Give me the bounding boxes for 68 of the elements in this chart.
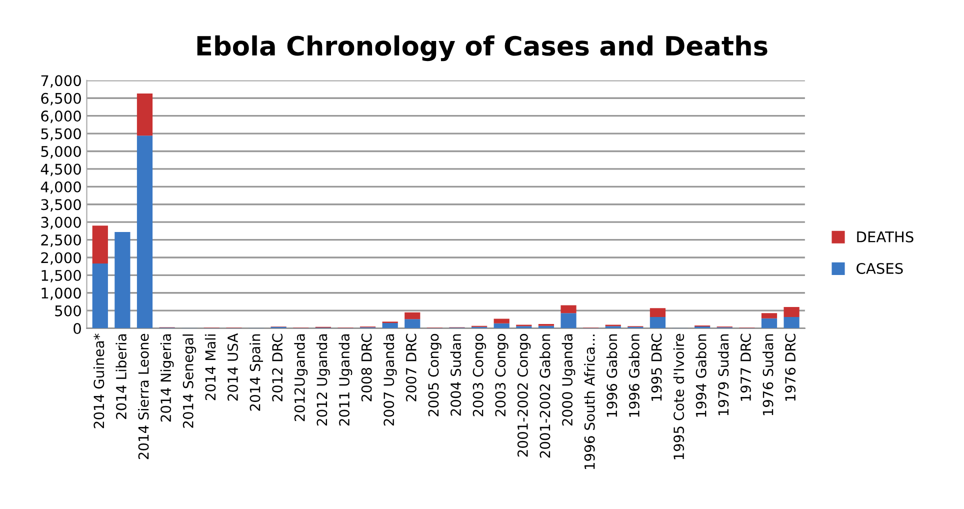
x-tick-label: 1994 Gabon [696, 334, 706, 417]
bar [650, 308, 666, 317]
legend-label: DEATHS [857, 231, 914, 242]
x-tick-label: 2012 Uganda [316, 334, 330, 426]
x-tick-label: 2007 Uganda [383, 334, 397, 426]
bar [494, 318, 510, 324]
y-tick-label: 1,500 [42, 270, 81, 282]
x-tick-label: 2014 Nigeria [160, 334, 174, 422]
bar [114, 232, 130, 328]
x-tick-label: 1977 DRC [740, 334, 751, 401]
x-tick-label: 1995 Cote d'Ivoire [673, 334, 684, 460]
bar [761, 313, 778, 318]
bar [650, 316, 666, 328]
x-tick-label: 2003 Congo [472, 334, 486, 416]
x-tick-label: 2001-2002 Gabon [539, 334, 550, 458]
x-tick-label: 1996 Gabon [606, 334, 618, 417]
bar [494, 323, 510, 328]
x-tick-label: 2001-2002 Congo [517, 334, 531, 457]
x-tick-label: 2014 Spain [250, 334, 263, 411]
y-tick-label: 2,000 [41, 252, 81, 265]
x-tick-label: 2011 Uganda [338, 334, 352, 426]
x-tick-label: 2014 Senegal [182, 334, 196, 428]
y-tick-label: 7,000 [41, 75, 81, 88]
bar [784, 307, 800, 317]
bar [404, 312, 420, 320]
x-tick-label: 2003 Congo [495, 334, 508, 416]
x-tick-label: 1995 DRC [651, 334, 662, 401]
x-tick-label: 2012Uganda [294, 334, 308, 422]
bar [560, 313, 576, 328]
y-tick-label: 500 [55, 305, 81, 316]
y-tick-label: 1,000 [42, 288, 81, 300]
x-tick-label: 1976 DRC [785, 334, 796, 401]
chart-title: Ebola Chronology of Cases and Deaths [197, 35, 768, 62]
y-tick-label: 5,500 [41, 128, 81, 141]
y-tick-label: 4,500 [40, 164, 81, 176]
x-tick-label: 1996 South Africa... [584, 334, 595, 470]
y-tick-label: 4,000 [40, 181, 81, 194]
bar [761, 318, 778, 328]
y-tick-label: 3,000 [41, 216, 81, 230]
x-tick-label: 2008 DRC [361, 334, 372, 402]
x-tick-label: 2014 Sierra Leone [138, 334, 149, 460]
x-tick-label: 2007 DRC [406, 334, 416, 402]
y-tick-label: 5,000 [41, 146, 81, 158]
bar [784, 316, 800, 328]
x-tick-label: 2014 Mali [204, 334, 216, 400]
x-tick-label: 2014 Guinea* [93, 334, 104, 428]
x-tick-label: 2014 Liberia [116, 334, 126, 419]
y-tick-label: 6,000 [41, 110, 81, 124]
y-tick-label: 6,500 [41, 92, 81, 106]
bar [382, 322, 398, 328]
legend-label: CASES [856, 262, 903, 274]
y-tick-label: 0 [74, 323, 81, 334]
bar [560, 305, 576, 314]
bar [136, 94, 153, 136]
x-tick-label: 2012 DRC [272, 334, 283, 402]
bar [92, 226, 108, 264]
x-tick-label: 2005 Congo [428, 334, 442, 416]
x-tick-label: 2004 Sudan [450, 334, 462, 416]
x-tick-label: 2000 Uganda [562, 334, 576, 426]
x-tick-label: 1976 Sudan [762, 334, 774, 416]
x-tick-label: 1996 Gabon [628, 334, 640, 417]
bar [136, 136, 153, 328]
bar [404, 319, 420, 328]
y-tick-label: 3,500 [41, 199, 81, 212]
x-tick-label: 2014 USA [227, 333, 238, 401]
y-tick-label: 2,500 [41, 234, 81, 248]
bar [92, 264, 108, 328]
x-tick-label: 1979 Sudan [718, 334, 729, 416]
